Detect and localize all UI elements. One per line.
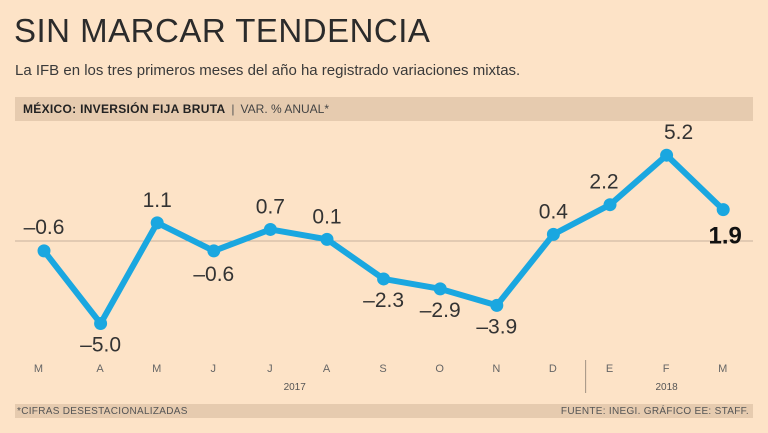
x-tick-label: E	[606, 363, 614, 375]
data-label: –0.6	[24, 216, 65, 239]
data-point	[263, 222, 277, 236]
data-label: 2.2	[589, 171, 618, 194]
x-tick-label: O	[435, 363, 445, 375]
data-point	[37, 244, 51, 258]
year-label: 2017	[284, 382, 307, 393]
data-point	[377, 272, 391, 286]
x-tick-label: M	[718, 363, 728, 375]
x-tick-label: S	[379, 363, 387, 375]
data-label: 0.1	[312, 205, 341, 228]
data-label: 1.1	[143, 189, 172, 212]
data-label: 0.4	[539, 200, 569, 223]
data-point	[320, 232, 334, 246]
label-separator: |	[231, 102, 235, 116]
data-point	[490, 298, 504, 312]
chart-header-bar: MÉXICO: INVERSIÓN FIJA BRUTA | VAR. % AN…	[15, 97, 753, 121]
chart-subtitle: La IFB en los tres primeros meses del añ…	[15, 62, 521, 79]
data-point	[660, 148, 674, 162]
footer-bar: *CIFRAS DESESTACIONALIZADAS FUENTE: INEG…	[15, 404, 753, 418]
data-point	[433, 282, 447, 296]
x-tick-label: A	[96, 363, 104, 375]
series-label: MÉXICO: INVERSIÓN FIJA BRUTA	[23, 102, 226, 116]
data-point	[207, 244, 221, 258]
x-tick-label: J	[211, 363, 218, 375]
data-label: –3.9	[476, 315, 517, 338]
data-label: 0.7	[256, 195, 285, 218]
data-label: –5.0	[80, 334, 121, 357]
x-tick-label: J	[267, 363, 274, 375]
data-point	[546, 227, 560, 241]
data-label: –2.9	[420, 299, 461, 322]
source-note: FUENTE: INEGI. GRÁFICO EE: STAFF.	[560, 405, 749, 417]
data-point	[150, 216, 164, 230]
data-label: 5.2	[664, 121, 693, 144]
data-label-highlight: 1.9	[709, 223, 742, 250]
x-tick-label: D	[549, 363, 558, 375]
unit-label: VAR. % ANUAL*	[240, 102, 330, 116]
x-tick-label: A	[323, 363, 331, 375]
data-point	[94, 317, 108, 330]
x-tick-label: F	[663, 363, 671, 375]
chart-title: SIN MARCAR TENDENCIA	[14, 12, 431, 49]
data-label: –2.3	[363, 289, 404, 312]
data-label: –0.6	[193, 263, 234, 286]
data-point	[716, 203, 730, 217]
x-tick-label: N	[492, 363, 501, 375]
data-point	[603, 198, 617, 212]
x-tick-label: M	[34, 363, 44, 375]
x-tick-label: M	[152, 363, 162, 375]
year-label: 2018	[655, 382, 678, 393]
footnote: *CIFRAS DESESTACIONALIZADAS	[17, 405, 188, 417]
